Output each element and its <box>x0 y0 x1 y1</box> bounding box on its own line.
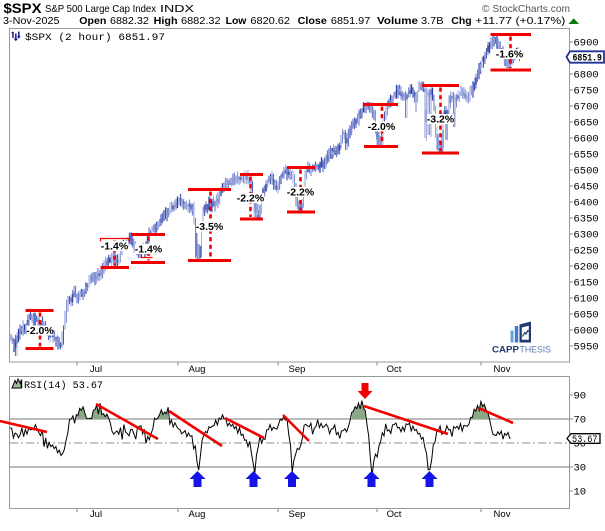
svg-text:-2.0%: -2.0% <box>368 121 396 133</box>
svg-text:Sep: Sep <box>289 364 306 375</box>
svg-text:-3.2%: -3.2% <box>427 114 455 126</box>
svg-text:Oct: Oct <box>387 364 402 375</box>
svg-text:6820.62: 6820.62 <box>250 15 290 27</box>
svg-text:6851.97: 6851.97 <box>331 15 371 27</box>
svg-text:6100: 6100 <box>574 294 599 306</box>
svg-text:Close: Close <box>298 15 327 27</box>
svg-text:6000: 6000 <box>574 326 599 338</box>
svg-text:6750: 6750 <box>574 86 599 98</box>
svg-text:6882.32: 6882.32 <box>110 15 149 27</box>
svg-text:90: 90 <box>574 391 587 403</box>
svg-text:Nov: Nov <box>494 364 511 375</box>
svg-text:INDX: INDX <box>160 4 194 15</box>
svg-text:30: 30 <box>574 463 587 475</box>
svg-text:-1.4%: -1.4% <box>101 241 129 253</box>
svg-text:6450: 6450 <box>574 182 599 194</box>
svg-text:Jul: Jul <box>90 364 102 375</box>
svg-text:3.7B: 3.7B <box>421 15 444 27</box>
svg-text:-2.0%: -2.0% <box>26 325 54 337</box>
svg-text:Sep: Sep <box>289 509 306 520</box>
svg-text:6550: 6550 <box>574 150 599 162</box>
svg-text:Nov: Nov <box>494 509 511 520</box>
svg-text:6300: 6300 <box>574 230 599 242</box>
svg-text:6800: 6800 <box>574 70 599 82</box>
svg-text:6650: 6650 <box>574 118 599 130</box>
svg-text:6400: 6400 <box>574 198 599 210</box>
svg-text:6900: 6900 <box>574 38 599 50</box>
svg-text:© StockCharts.com: © StockCharts.com <box>482 3 570 15</box>
svg-text:Volume: Volume <box>377 15 418 27</box>
svg-text:S&P 500 Large Cap Index: S&P 500 Large Cap Index <box>45 3 157 15</box>
svg-text:THESIS: THESIS <box>520 345 552 356</box>
svg-text:Aug: Aug <box>189 509 206 520</box>
svg-text:CAPP: CAPP <box>492 345 520 356</box>
svg-text:53.67: 53.67 <box>572 433 597 445</box>
svg-text:Open: Open <box>79 15 106 27</box>
svg-text:-1.4%: -1.4% <box>135 244 163 256</box>
svg-text:-2.2%: -2.2% <box>287 187 315 199</box>
svg-text:Oct: Oct <box>387 509 402 520</box>
svg-text:$SPX: $SPX <box>4 1 42 16</box>
svg-text:Jul: Jul <box>90 509 102 520</box>
svg-text:6882.32: 6882.32 <box>181 15 221 27</box>
svg-text:6851.9: 6851.9 <box>573 52 602 64</box>
svg-text:Chg: Chg <box>451 15 471 27</box>
svg-text:6050: 6050 <box>574 310 599 322</box>
svg-text:6600: 6600 <box>574 134 599 146</box>
svg-text:6150: 6150 <box>574 278 599 290</box>
svg-text:-3.5%: -3.5% <box>196 221 224 233</box>
svg-text:6250: 6250 <box>574 246 599 258</box>
svg-text:Aug: Aug <box>189 364 206 375</box>
svg-text:6350: 6350 <box>574 214 599 226</box>
svg-text:Low: Low <box>226 15 248 27</box>
svg-text:-2.2%: -2.2% <box>237 193 265 205</box>
svg-text:RSI(14) 53.67: RSI(14) 53.67 <box>24 380 103 392</box>
svg-text:6700: 6700 <box>574 102 599 114</box>
svg-text:High: High <box>154 15 178 27</box>
svg-text:3-Nov-2025: 3-Nov-2025 <box>3 16 60 27</box>
svg-text:5950: 5950 <box>574 342 599 354</box>
svg-text:70: 70 <box>574 415 587 427</box>
svg-text:-1.6%: -1.6% <box>496 49 524 61</box>
svg-text:$SPX (2 hour) 6851.97: $SPX (2 hour) 6851.97 <box>25 32 165 44</box>
svg-text:10: 10 <box>574 487 587 499</box>
svg-text:+11.77 (+0.17%): +11.77 (+0.17%) <box>475 15 565 27</box>
svg-text:6500: 6500 <box>574 166 599 178</box>
svg-text:6200: 6200 <box>574 262 599 274</box>
